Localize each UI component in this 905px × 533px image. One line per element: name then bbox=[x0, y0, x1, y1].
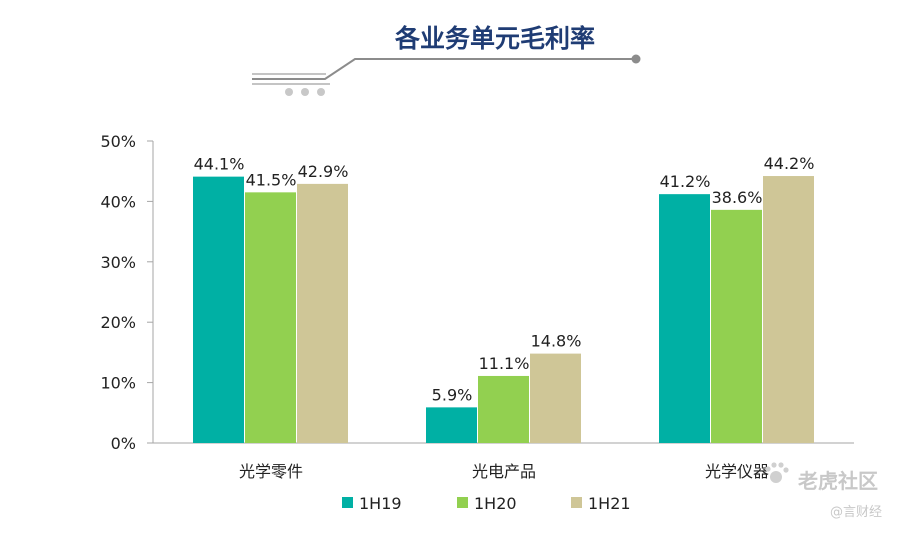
category-label: 光电产品 bbox=[472, 462, 536, 481]
watermark-sub: @言财经 bbox=[830, 505, 882, 520]
bar-1h19-2 bbox=[659, 194, 710, 443]
title-decoration bbox=[252, 54, 641, 96]
y-tick-label: 0% bbox=[111, 434, 136, 453]
data-label: 44.2% bbox=[764, 154, 815, 173]
legend-label-1h19: 1H19 bbox=[359, 494, 402, 513]
paw-icon bbox=[765, 462, 789, 483]
watermark: 老虎社区 @言财经 bbox=[765, 462, 882, 520]
bar-1h20-2 bbox=[711, 209, 762, 443]
category-labels: 光学零件 光电产品 光学仪器 bbox=[239, 462, 769, 481]
watermark-main: 老虎社区 bbox=[798, 469, 878, 493]
data-label: 14.8% bbox=[531, 332, 582, 351]
y-tick-label: 20% bbox=[100, 313, 136, 332]
bar-1h19-0 bbox=[193, 176, 244, 444]
data-labels: 44.1%41.5% 42.9% 5.9% 11.1%14.8% 41.2%38.6%4… bbox=[194, 154, 815, 404]
legend-swatch-1h21 bbox=[571, 497, 582, 508]
legend: 1H19 1H20 1H21 bbox=[342, 494, 631, 513]
data-label: 11.1% bbox=[479, 354, 530, 373]
y-tick-label: 30% bbox=[100, 253, 136, 272]
bar-1h21-1 bbox=[530, 353, 581, 443]
legend-label-1h21: 1H21 bbox=[588, 494, 631, 513]
category-label: 光学零件 bbox=[239, 462, 303, 481]
bar-1h21-2 bbox=[763, 176, 814, 444]
category-label: 光学仪器 bbox=[705, 462, 769, 481]
legend-label-1h20: 1H20 bbox=[474, 494, 517, 513]
y-tick-label: 10% bbox=[100, 374, 136, 393]
bar-1h21-0 bbox=[297, 183, 348, 443]
bar-1h20-0 bbox=[245, 192, 296, 443]
chart-title: 各业务单元毛利率 bbox=[394, 24, 595, 53]
y-tick-label: 40% bbox=[100, 192, 136, 211]
legend-swatch-1h19 bbox=[342, 497, 353, 508]
data-label: 5.9% bbox=[432, 385, 473, 404]
bar-1h20-1 bbox=[478, 375, 529, 443]
legend-swatch-1h20 bbox=[457, 497, 468, 508]
data-label: 41.5% bbox=[246, 170, 297, 189]
data-label: 38.6% bbox=[712, 188, 763, 207]
data-label: 42.9% bbox=[298, 162, 349, 181]
y-tick-label: 50% bbox=[100, 132, 136, 151]
y-axis-ticks: 0% 10% 20% 30% 40% 50% bbox=[100, 132, 153, 453]
data-label: 44.1% bbox=[194, 155, 245, 174]
bar-1h19-1 bbox=[426, 407, 477, 443]
data-label: 41.2% bbox=[660, 172, 711, 191]
bars bbox=[193, 176, 814, 444]
